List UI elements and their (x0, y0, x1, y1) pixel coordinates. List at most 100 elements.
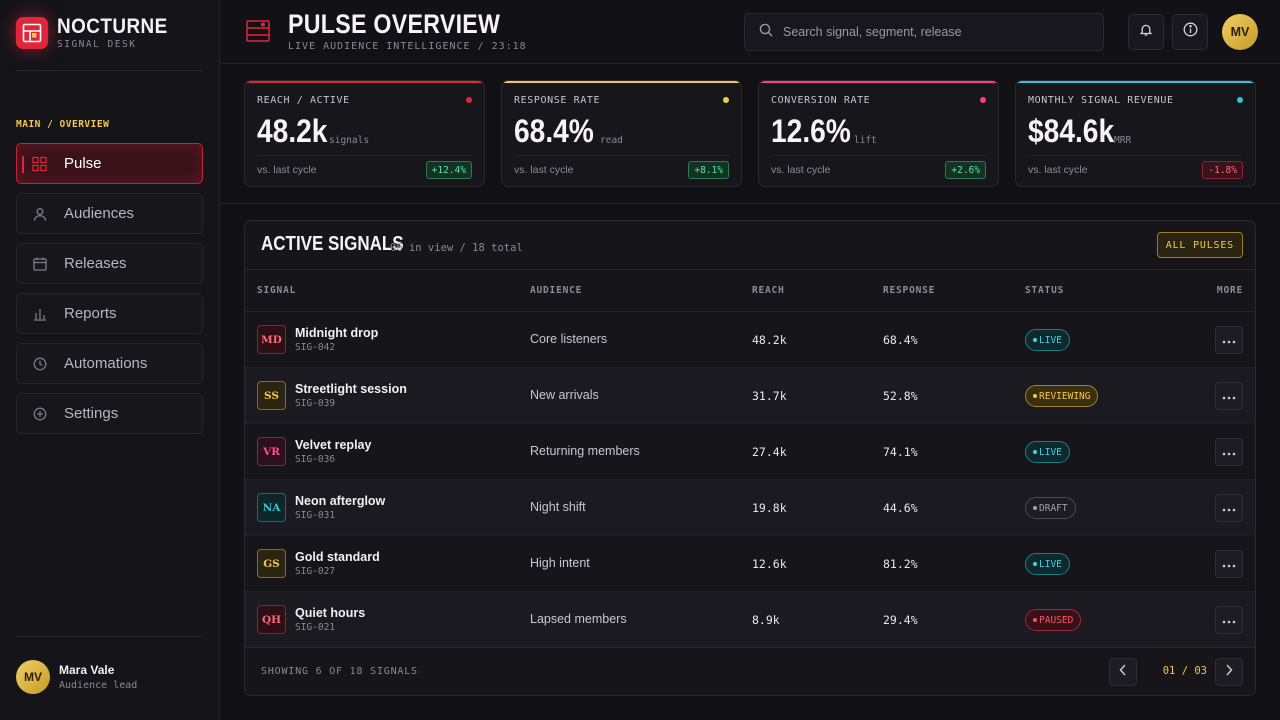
kpi-compare: vs. last cycle (771, 164, 831, 176)
signal-name[interactable]: Gold standard (295, 550, 380, 564)
signal-name[interactable]: Velvet replay (295, 438, 372, 452)
audience-cell: Core listeners (530, 332, 608, 346)
reach-cell: 8.9k (752, 613, 780, 627)
table-row[interactable]: GS Gold standard SIG-027 High intent 12.… (245, 536, 1255, 592)
nav-section-label: MAIN / OVERVIEW (16, 119, 110, 130)
nav-item-label: Pulse (64, 155, 102, 172)
audience-cell: Night shift (530, 500, 586, 514)
plus-circle-icon (32, 406, 47, 421)
more-button[interactable] (1215, 494, 1243, 522)
search-box[interactable] (744, 13, 1104, 51)
bell-icon (1139, 23, 1153, 42)
kpi-unit: signals (329, 135, 370, 146)
grid-icon (32, 156, 47, 171)
nav-item-releases[interactable]: Releases (16, 243, 203, 284)
info-button[interactable] (1172, 14, 1208, 50)
more-button[interactable] (1215, 438, 1243, 466)
notifications-button[interactable] (1128, 14, 1164, 50)
nav-item-automations[interactable]: Automations (16, 343, 203, 384)
column-header-audience[interactable]: AUDIENCE (530, 285, 583, 296)
nav-item-label: Reports (64, 305, 117, 322)
signal-id: SIG-021 (295, 622, 336, 633)
table-row[interactable]: QH Quiet hours SIG-021 Lapsed members 8.… (245, 592, 1255, 648)
more-button[interactable] (1215, 326, 1243, 354)
kpi-dot-icon (980, 97, 986, 103)
table-row[interactable]: SS Streetlight session SIG-039 New arriv… (245, 368, 1255, 424)
kpi-card-conversion[interactable]: CONVERSION RATE 12.6% lift vs. last cycl… (758, 80, 999, 187)
signal-name[interactable]: Neon afterglow (295, 494, 386, 508)
more-icon (1222, 499, 1236, 517)
next-page-button[interactable] (1215, 658, 1243, 686)
kpi-delta-badge: -1.8% (1202, 161, 1243, 179)
kpi-value: $84.6k (1028, 113, 1115, 149)
kpi-unit: lift (854, 135, 877, 146)
more-icon (1222, 331, 1236, 349)
response-cell: 29.4% (883, 613, 918, 627)
signal-avatar: QH (257, 605, 286, 634)
nav-item-label: Automations (64, 355, 148, 372)
signal-id: SIG-042 (295, 342, 336, 353)
more-icon (1222, 387, 1236, 405)
active-signals-panel: ACTIVE SIGNALS 06 in view / 18 total ALL… (244, 220, 1256, 696)
divider (16, 636, 203, 637)
kpi-value: 48.2k (257, 113, 328, 149)
more-button[interactable] (1215, 382, 1243, 410)
signal-name[interactable]: Streetlight session (295, 382, 407, 396)
results-count: SHOWING 6 OF 18 SIGNALS (261, 666, 418, 677)
signal-avatar: MD (257, 325, 286, 354)
more-button[interactable] (1215, 606, 1243, 634)
kpi-unit: read (600, 135, 623, 146)
kpi-delta-badge: +2.6% (945, 161, 986, 179)
divider (257, 155, 472, 156)
reach-cell: 31.7k (752, 389, 787, 403)
signal-avatar: GS (257, 549, 286, 578)
column-header-reach[interactable]: REACH (752, 285, 785, 296)
signal-id: SIG-027 (295, 566, 336, 577)
response-cell: 44.6% (883, 501, 918, 515)
status-badge: REVIEWING (1025, 385, 1099, 407)
kpi-compare: vs. last cycle (1028, 164, 1088, 176)
search-input[interactable] (783, 25, 1103, 39)
column-header-status[interactable]: STATUS (1025, 285, 1065, 296)
signal-avatar: VR (257, 437, 286, 466)
response-cell: 81.2% (883, 557, 918, 571)
nav-item-pulse[interactable]: Pulse (16, 143, 203, 184)
signal-avatar: SS (257, 381, 286, 410)
table-row[interactable]: VR Velvet replay SIG-036 Returning membe… (245, 424, 1255, 480)
kpi-compare: vs. last cycle (514, 164, 574, 176)
kpi-card-reach[interactable]: REACH / ACTIVE 48.2k signals vs. last cy… (244, 80, 485, 187)
nav-item-label: Settings (64, 405, 119, 422)
nav-item-settings[interactable]: Settings (16, 393, 203, 434)
user-role: Audience lead (59, 680, 138, 691)
brand[interactable]: NOCTURNE SIGNAL DESK (16, 16, 180, 50)
avatar: MV (16, 660, 50, 694)
nav-item-reports[interactable]: Reports (16, 293, 203, 334)
kpi-card-response[interactable]: RESPONSE RATE 68.4% read vs. last cycle … (501, 80, 742, 187)
nav-item-audiences[interactable]: Audiences (16, 193, 203, 234)
response-cell: 68.4% (883, 333, 918, 347)
kpi-card-revenue[interactable]: MONTHLY SIGNAL REVENUE $84.6k MRR vs. la… (1015, 80, 1256, 187)
kpi-label: REACH / ACTIVE (257, 95, 350, 106)
prev-page-button[interactable] (1109, 658, 1137, 686)
table-row[interactable]: MD Midnight drop SIG-042 Core listeners … (245, 312, 1255, 368)
signal-name[interactable]: Midnight drop (295, 326, 379, 340)
signal-id: SIG-036 (295, 454, 336, 465)
column-header-response[interactable]: RESPONSE (883, 285, 936, 296)
more-button[interactable] (1215, 550, 1243, 578)
divider (16, 70, 203, 71)
table-row[interactable]: NA Neon afterglow SIG-031 Night shift 19… (245, 480, 1255, 536)
header-avatar[interactable]: MV (1222, 14, 1258, 50)
status-badge: LIVE (1025, 553, 1070, 575)
all-pulses-button[interactable]: ALL PULSES (1156, 232, 1243, 258)
signal-id: SIG-031 (295, 510, 336, 521)
kpi-dot-icon (1237, 97, 1243, 103)
signal-id: SIG-039 (295, 398, 336, 409)
more-icon (1222, 443, 1236, 461)
kpi-compare: vs. last cycle (257, 164, 317, 176)
user-profile[interactable]: MV Mara Vale Audience lead (16, 660, 137, 694)
main-nav: Pulse Audiences Releases Reports Automat… (16, 143, 203, 443)
brand-name: NOCTURNE (57, 15, 168, 38)
signal-name[interactable]: Quiet hours (295, 606, 366, 620)
kpi-label: RESPONSE RATE (514, 95, 601, 106)
column-header-signal[interactable]: SIGNAL (257, 285, 297, 296)
